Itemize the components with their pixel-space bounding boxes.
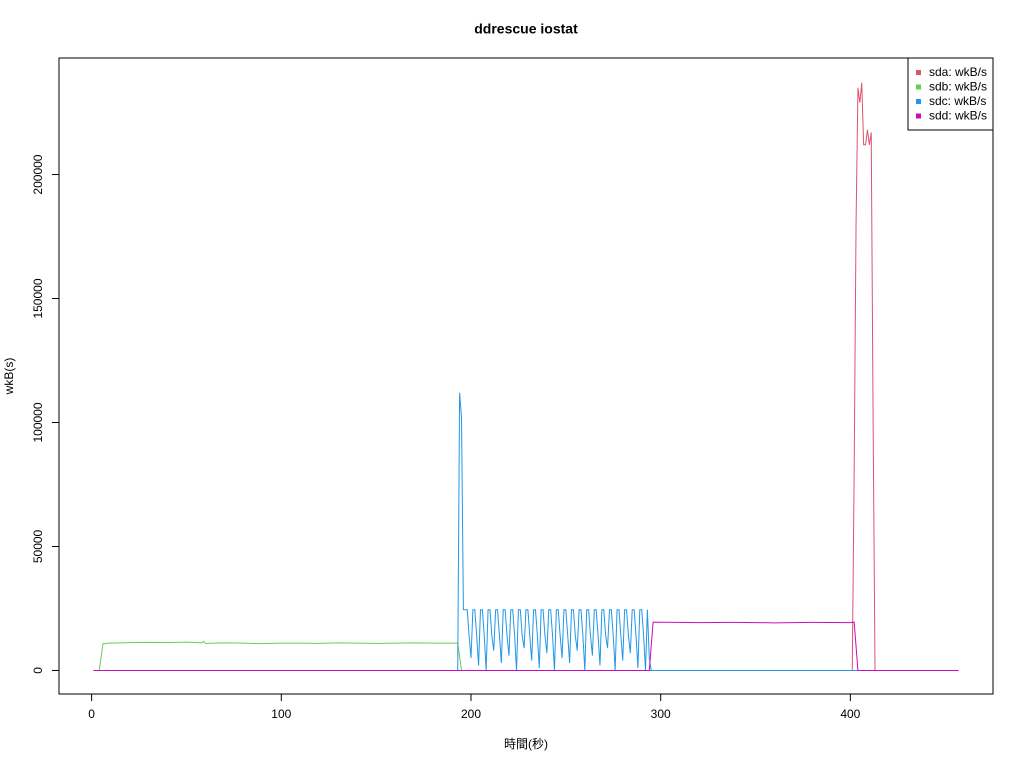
y-tick-label: 100000 (31, 402, 45, 442)
y-axis-label: wkB(s) (2, 358, 16, 396)
x-axis-label: 時間(秒) (504, 737, 548, 751)
x-tick-label: 400 (840, 707, 860, 721)
legend-swatch (916, 84, 921, 90)
y-tick-label: 150000 (31, 278, 45, 318)
x-tick-label: 200 (461, 707, 481, 721)
x-tick-label: 100 (271, 707, 291, 721)
legend-swatch (916, 113, 921, 119)
legend-label: sdb: wkB/s (929, 80, 987, 94)
legend-box (907, 57, 994, 131)
y-tick-label: 50000 (31, 529, 45, 563)
y-tick-label: 200000 (31, 154, 45, 194)
legend-label: sda: wkB/s (929, 65, 987, 79)
series-line (93, 621, 959, 671)
series-line (93, 82, 959, 671)
legend-label: sdd: wkB/s (929, 109, 987, 123)
legend-swatch (916, 70, 921, 75)
x-tick-label: 300 (651, 707, 671, 721)
series-line (93, 640, 959, 671)
x-tick-label: 0 (88, 707, 95, 721)
chart-title: ddrescue iostat (474, 21, 578, 37)
legend-label: sdc: wkB/s (929, 94, 986, 108)
y-tick-label: 0 (31, 667, 45, 674)
legend-swatch (916, 99, 921, 104)
